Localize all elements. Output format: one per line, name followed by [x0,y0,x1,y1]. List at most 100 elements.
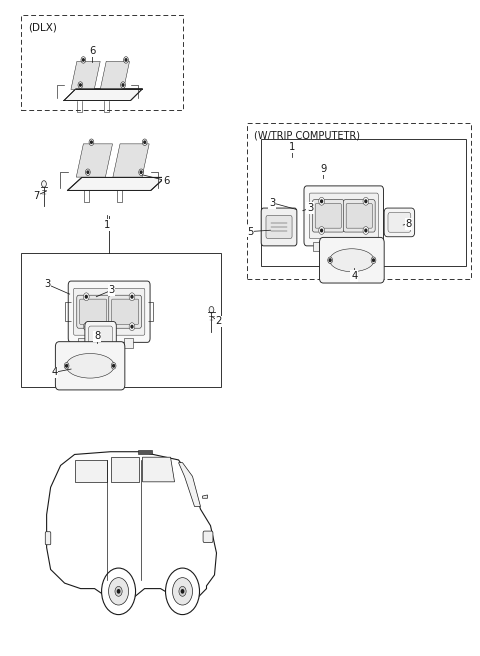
Polygon shape [64,89,143,100]
Text: 3: 3 [44,279,50,289]
FancyBboxPatch shape [336,242,345,251]
FancyBboxPatch shape [388,213,411,232]
FancyBboxPatch shape [85,321,116,352]
Text: 1: 1 [104,220,110,230]
Text: 4: 4 [351,271,357,281]
Polygon shape [179,462,201,506]
FancyBboxPatch shape [109,295,142,328]
Polygon shape [74,460,107,482]
Circle shape [120,82,125,89]
FancyBboxPatch shape [112,299,139,324]
Text: (W/TRIP COMPUTETR): (W/TRIP COMPUTETR) [254,131,360,140]
Bar [247,123,471,279]
Polygon shape [110,457,139,482]
Polygon shape [47,452,216,602]
Circle shape [328,257,333,264]
FancyBboxPatch shape [309,193,378,239]
Text: 3: 3 [269,198,276,208]
Circle shape [66,365,68,367]
FancyBboxPatch shape [203,531,213,543]
Circle shape [144,141,145,144]
Circle shape [89,139,94,146]
Circle shape [131,325,133,328]
FancyBboxPatch shape [77,295,109,328]
Circle shape [319,226,324,234]
Circle shape [209,306,214,313]
Circle shape [115,586,122,596]
Circle shape [85,325,87,328]
FancyBboxPatch shape [358,242,367,251]
Circle shape [139,169,144,175]
Text: 3: 3 [108,285,115,295]
FancyBboxPatch shape [80,299,107,324]
Text: 1: 1 [289,142,296,152]
Text: 8: 8 [94,331,100,342]
FancyBboxPatch shape [313,242,323,251]
FancyBboxPatch shape [312,199,344,232]
Text: 2: 2 [216,316,222,327]
Circle shape [321,229,323,232]
Circle shape [143,139,147,146]
Text: 9: 9 [320,164,326,174]
FancyBboxPatch shape [384,208,415,237]
FancyBboxPatch shape [320,237,384,283]
Text: 4: 4 [51,367,58,377]
FancyBboxPatch shape [343,199,375,232]
Text: (DLX): (DLX) [28,23,57,33]
Circle shape [91,141,92,144]
Text: 8: 8 [405,218,411,229]
Text: 6: 6 [89,46,96,56]
Text: 5: 5 [247,226,253,237]
Circle shape [172,578,192,605]
Text: 7: 7 [33,191,39,201]
Circle shape [81,56,86,63]
Circle shape [363,226,369,234]
Polygon shape [76,144,112,177]
FancyBboxPatch shape [346,203,372,228]
Circle shape [140,171,142,173]
Circle shape [83,59,84,61]
Circle shape [84,293,89,300]
Circle shape [125,59,127,61]
Ellipse shape [330,249,374,272]
FancyBboxPatch shape [89,326,112,347]
Circle shape [371,257,376,264]
Bar [21,15,183,110]
Circle shape [129,323,135,331]
Circle shape [181,590,184,593]
Circle shape [102,568,135,615]
Circle shape [64,363,69,369]
Polygon shape [68,177,165,190]
Circle shape [85,295,87,298]
FancyBboxPatch shape [266,216,292,238]
Circle shape [85,169,90,175]
Circle shape [113,365,115,367]
Circle shape [131,295,133,298]
Circle shape [179,586,186,596]
Circle shape [129,293,135,300]
Text: 6: 6 [163,176,169,186]
Circle shape [80,84,81,86]
FancyBboxPatch shape [55,342,125,390]
FancyBboxPatch shape [78,338,87,348]
FancyBboxPatch shape [101,338,110,348]
Circle shape [87,171,89,173]
Ellipse shape [66,354,114,378]
Circle shape [124,56,128,63]
Circle shape [111,363,116,369]
FancyBboxPatch shape [68,281,150,342]
Circle shape [319,197,324,205]
Circle shape [108,578,129,605]
Circle shape [363,197,369,205]
Circle shape [84,323,89,331]
Polygon shape [113,144,149,177]
FancyBboxPatch shape [261,208,297,246]
FancyBboxPatch shape [124,338,133,348]
Polygon shape [100,62,130,89]
Polygon shape [143,457,175,482]
Bar [21,253,221,386]
FancyBboxPatch shape [45,532,51,544]
Circle shape [122,84,124,86]
Circle shape [78,82,83,89]
Circle shape [321,200,323,203]
